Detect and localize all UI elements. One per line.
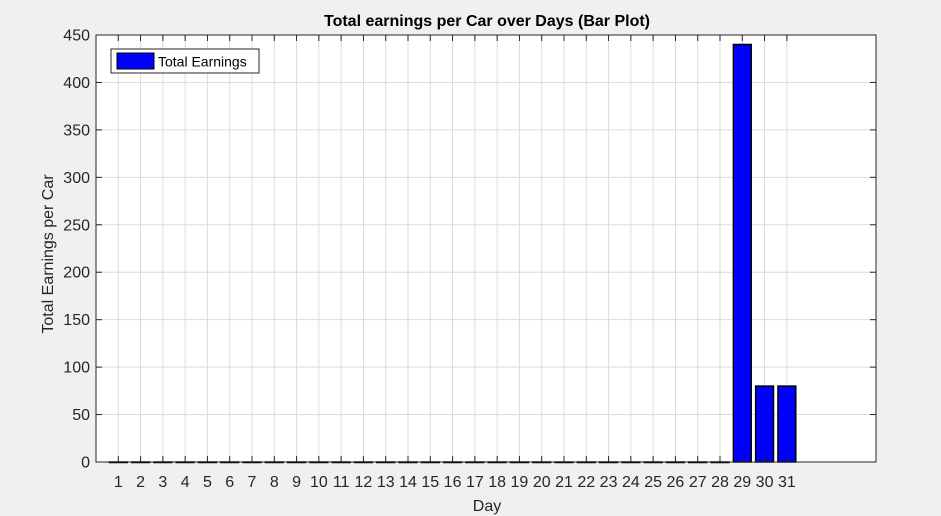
x-tick-label: 7	[248, 474, 257, 491]
x-tick-label: 24	[622, 474, 640, 491]
x-tick-label: 28	[711, 474, 729, 491]
x-tick-label: 27	[689, 474, 707, 491]
y-tick-label: 350	[63, 122, 90, 139]
x-tick-label: 25	[644, 474, 662, 491]
x-tick-label: 5	[203, 474, 212, 491]
x-tick-label: 10	[310, 474, 328, 491]
y-tick-label: 0	[81, 455, 90, 472]
axis-ticks	[96, 34, 876, 463]
chart-title: Total earnings per Car over Days (Bar Pl…	[324, 13, 650, 30]
x-tick-label: 8	[270, 474, 279, 491]
x-tick-label: 4	[181, 474, 190, 491]
legend: Total Earnings	[110, 48, 260, 74]
x-tick-label: 22	[577, 474, 595, 491]
x-tick-label: 3	[158, 474, 167, 491]
x-tick-label: 9	[292, 474, 301, 491]
x-tick-label: 2	[136, 474, 145, 491]
plot-frame	[95, 34, 877, 463]
x-tick-label: 14	[399, 474, 417, 491]
x-tick-label: 18	[488, 474, 506, 491]
y-tick-label: 100	[63, 360, 90, 377]
x-tick-label: 19	[511, 474, 529, 491]
x-tick-label: 30	[756, 474, 774, 491]
x-tick-label: 29	[733, 474, 751, 491]
y-tick-label: 250	[63, 217, 90, 234]
x-tick-label: 21	[555, 474, 573, 491]
legend-label: Total Earnings	[158, 54, 247, 70]
y-axis-label: Total Earnings per Car	[40, 174, 57, 334]
bar-day-31	[777, 385, 797, 463]
x-tick-label: 11	[333, 474, 350, 491]
legend-swatch	[116, 52, 155, 70]
x-axis-label: Day	[473, 498, 501, 515]
x-tick-label: 6	[225, 474, 234, 491]
y-tick-label: 450	[63, 28, 90, 45]
x-tick-label: 26	[667, 474, 685, 491]
x-tick-label: 12	[355, 474, 373, 491]
bar-day-30	[754, 385, 775, 463]
x-tick-label: 20	[533, 474, 551, 491]
x-tick-label: 23	[600, 474, 618, 491]
x-tick-label: 16	[444, 474, 462, 491]
y-tick-label: 150	[63, 312, 90, 329]
x-tick-label: 13	[377, 474, 395, 491]
x-tick-label: 17	[466, 474, 484, 491]
y-tick-label: 400	[63, 75, 90, 92]
y-tick-label: 200	[63, 265, 90, 282]
y-tick-label: 50	[72, 407, 90, 424]
x-tick-label: 31	[778, 474, 796, 491]
y-tick-label: 300	[63, 170, 90, 187]
x-tick-label: 1	[114, 474, 123, 491]
bar-day-29	[732, 43, 752, 463]
x-tick-label: 15	[421, 474, 439, 491]
